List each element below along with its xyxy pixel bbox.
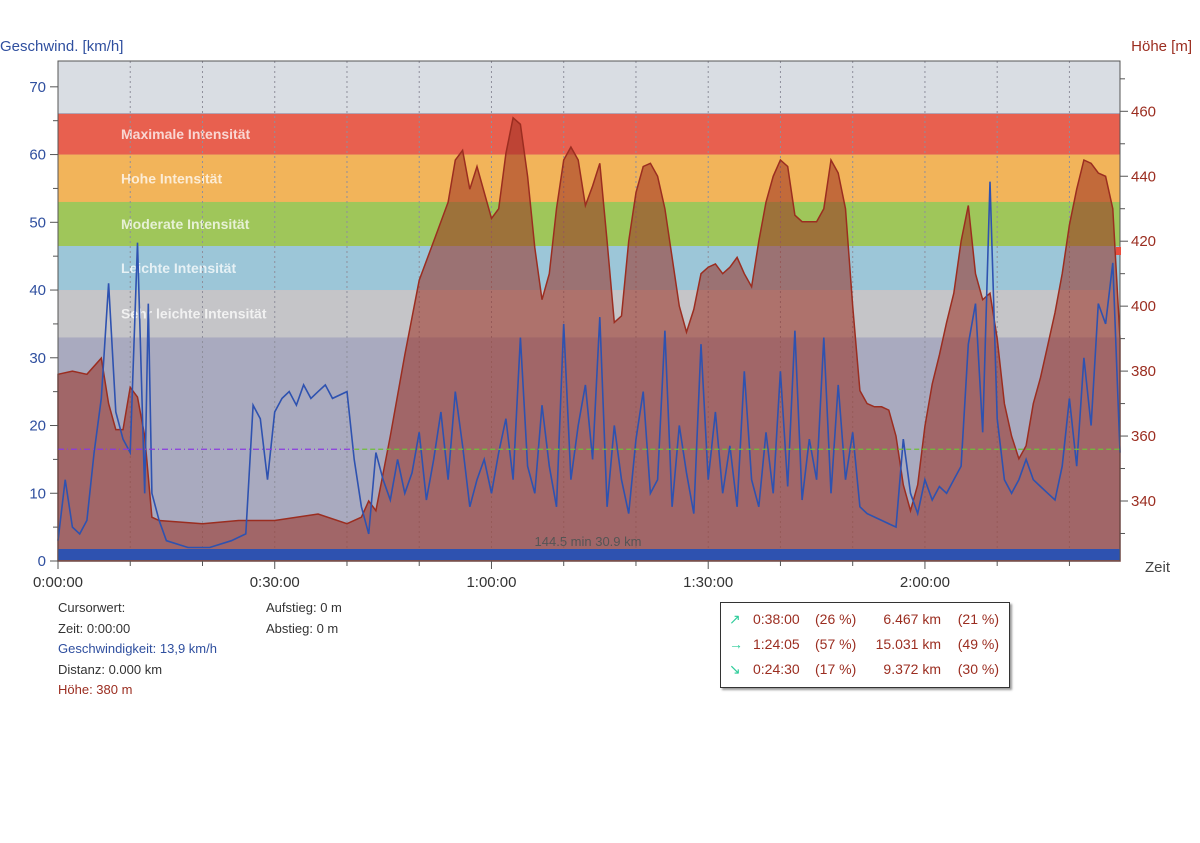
zone-label: Maximale Intensität bbox=[121, 126, 250, 142]
left-tick-label: 10 bbox=[29, 485, 46, 502]
zone-band bbox=[58, 113, 1120, 155]
plot-top-band bbox=[58, 61, 1120, 113]
x-axis-title: Zeit bbox=[1145, 559, 1171, 576]
plot-frame bbox=[57, 60, 1121, 562]
right-tick-label: 400 bbox=[1131, 298, 1156, 315]
stat-time-pct: (26 %) bbox=[815, 611, 857, 627]
x-tick-label: 0:00:00 bbox=[33, 574, 83, 591]
stat-distance-pct: (30 %) bbox=[957, 661, 999, 677]
left-tick-label: 30 bbox=[29, 350, 46, 367]
zone-label: Moderate Intensität bbox=[121, 216, 250, 232]
right-tick-label: 340 bbox=[1131, 493, 1156, 510]
stats-row-downhill: ↘ 0:24:30 (17 %) 9.372 km (30 %) bbox=[721, 661, 1009, 683]
stat-time-pct: (57 %) bbox=[815, 636, 857, 652]
stat-time: 0:38:00 bbox=[753, 611, 800, 627]
left-axis-title: Geschwind. [km/h] bbox=[0, 38, 123, 55]
cursor-info-panel: Cursorwert: Zeit: 0:00:00 Geschwindigkei… bbox=[58, 598, 217, 701]
ascent-info-panel: Aufstieg: 0 m Abstieg: 0 m bbox=[266, 598, 342, 639]
stats-row-uphill: ↗ 0:38:00 (26 %) 6.467 km (21 %) bbox=[721, 611, 1009, 633]
x-tick-label: 0:30:00 bbox=[250, 574, 300, 591]
speed-baseline-bar bbox=[58, 549, 1120, 560]
descent-value: Abstieg: 0 m bbox=[266, 620, 339, 636]
left-tick-label: 40 bbox=[29, 282, 46, 299]
left-tick-label: 20 bbox=[29, 418, 46, 435]
cursor-marker-right[interactable] bbox=[1116, 247, 1121, 255]
stat-distance-pct: (49 %) bbox=[957, 636, 999, 652]
left-tick-label: 50 bbox=[29, 214, 46, 231]
x-tick-label: 1:00:00 bbox=[466, 574, 516, 591]
right-tick-label: 440 bbox=[1131, 168, 1156, 185]
duration-distance-annotation: 144.5 min 30.9 km bbox=[535, 534, 642, 549]
right-tick-label: 460 bbox=[1131, 103, 1156, 120]
stat-distance: 15.031 km bbox=[875, 636, 941, 652]
x-tick-label: 2:00:00 bbox=[900, 574, 950, 591]
stat-distance-pct: (21 %) bbox=[957, 611, 999, 627]
axes: 0 10 20 30 40 50 60 70 340 360 380 400 420 440 460 0:00… bbox=[29, 78, 1156, 591]
cursor-altitude: Höhe: 380 m bbox=[58, 682, 133, 697]
stat-time: 0:24:30 bbox=[753, 661, 800, 677]
cursor-distance: Distanz: 0.000 km bbox=[58, 661, 163, 677]
downhill-arrow-icon: ↘ bbox=[729, 661, 741, 677]
x-tick-label: 1:30:00 bbox=[683, 574, 733, 591]
right-tick-label: 380 bbox=[1131, 363, 1156, 380]
zone-label: Hohe Intensität bbox=[121, 170, 222, 186]
left-tick-label: 60 bbox=[29, 147, 46, 164]
right-tick-label: 420 bbox=[1131, 233, 1156, 250]
stats-row-flat: → 1:24:05 (57 %) 15.031 km (49 %) bbox=[721, 636, 1009, 658]
stat-time: 1:24:05 bbox=[753, 636, 800, 652]
cursor-time: Zeit: 0:00:00 bbox=[58, 620, 131, 636]
left-tick-label: 0 bbox=[38, 553, 46, 570]
right-tick-label: 360 bbox=[1131, 428, 1156, 445]
right-axis-title: Höhe [m] bbox=[1131, 38, 1192, 55]
uphill-arrow-icon: ↗ bbox=[729, 611, 741, 627]
speed-line bbox=[57, 181, 1121, 549]
flat-arrow-icon: → bbox=[729, 636, 743, 652]
left-tick-label: 70 bbox=[29, 79, 46, 96]
zone-label: Leichte Intensität bbox=[121, 260, 236, 276]
cursor-title: Cursorwert: bbox=[58, 600, 126, 615]
stat-distance: 9.372 km bbox=[883, 661, 941, 677]
slope-stats-box: ↗ 0:38:00 (26 %) 6.467 km (21 %) → 1:24:… bbox=[720, 602, 1010, 688]
zone-label: Sehr leichte Intensität bbox=[121, 306, 267, 322]
ascent-value: Aufstieg: 0 m bbox=[266, 600, 342, 615]
stat-distance: 6.467 km bbox=[883, 611, 941, 627]
stat-time-pct: (17 %) bbox=[815, 661, 857, 677]
cursor-speed: Geschwindigkeit: 13,9 km/h bbox=[58, 641, 217, 656]
